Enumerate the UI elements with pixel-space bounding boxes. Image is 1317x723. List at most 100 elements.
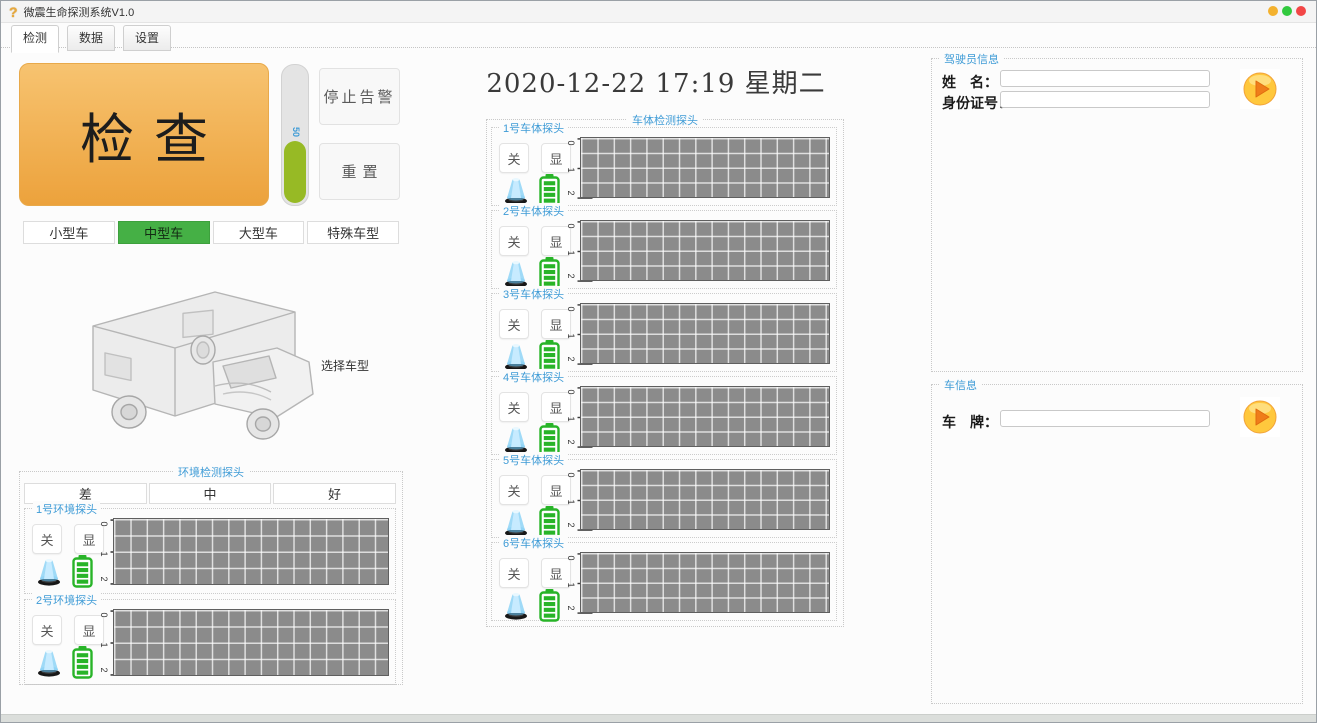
scale-tick-label: 2 <box>99 667 109 673</box>
probe-show-button[interactable]: 显 <box>541 226 571 256</box>
tab-data[interactable]: 数据 <box>67 25 116 51</box>
probe-panel: 1号环境探头 关 显 0 1 2 <box>24 501 396 594</box>
scale-tick-label: 2 <box>566 439 576 445</box>
signal-level-slider[interactable]: 50 <box>281 64 309 206</box>
scale-tick-label: 1 <box>566 167 576 173</box>
vehicle-type-medium-button[interactable]: 中型车 <box>117 221 210 244</box>
probe-show-button[interactable]: 显 <box>74 524 104 554</box>
battery-icon <box>539 257 560 290</box>
stop-alarm-button[interactable]: 停止告警 <box>319 68 400 125</box>
play-icon <box>1243 400 1277 434</box>
probe-off-button[interactable]: 关 <box>32 615 62 645</box>
scale-tick-label: 0 <box>566 555 576 561</box>
detector-cone-icon <box>505 261 527 288</box>
datetime-display: 2020-12-22 17:19 星期二 <box>486 69 826 99</box>
probe-label: 3号车体探头 <box>500 286 568 302</box>
probe-off-button[interactable]: 关 <box>499 143 529 173</box>
probe-off-button[interactable]: 关 <box>499 309 529 339</box>
waveform-grid <box>580 303 830 364</box>
minimize-dot-icon[interactable] <box>1268 6 1278 16</box>
plate-input[interactable] <box>1000 410 1210 427</box>
scale-tick-label: 0 <box>99 612 109 618</box>
scale-tick-label: 2 <box>566 356 576 362</box>
probe-show-button[interactable]: 显 <box>541 475 571 505</box>
scale-tick-label: 2 <box>566 190 576 196</box>
scale-tick-label: 0 <box>566 306 576 312</box>
probe-panel: 6号车体探头 关 显 0 1 2 <box>491 535 837 622</box>
battery-icon <box>539 423 560 456</box>
probe-label: 6号车体探头 <box>500 535 568 551</box>
vehicle-type-special-button[interactable]: 特殊车型 <box>307 221 399 244</box>
quality-good-button[interactable]: 好 <box>273 483 397 504</box>
driver-name-input[interactable] <box>1000 70 1210 87</box>
env-quality-row: 差 中 好 <box>24 483 397 504</box>
scale-tick-label: 2 <box>566 605 576 611</box>
probe-off-button[interactable]: 关 <box>499 475 529 505</box>
window-bottom-edge <box>1 714 1316 722</box>
vehicle-type-large-button[interactable]: 大型车 <box>212 221 305 244</box>
content-separator <box>1 47 1316 48</box>
waveform-grid <box>580 552 830 613</box>
probe-off-button[interactable]: 关 <box>499 226 529 256</box>
detector-cone-icon <box>505 427 527 454</box>
body-group-box: 车体检测探头 1号车体探头 关 显 0 1 2 2号车体探头 <box>486 112 844 627</box>
ambulance-wireframe-image <box>92 291 314 440</box>
probe-show-button[interactable]: 显 <box>74 615 104 645</box>
reset-button[interactable]: 重置 <box>319 143 400 200</box>
body-group-title: 车体检测探头 <box>627 112 703 128</box>
maximize-dot-icon[interactable] <box>1282 6 1292 16</box>
env-group-title: 环境检测探头 <box>173 464 249 480</box>
scale-tick-label: 1 <box>99 551 109 557</box>
close-dot-icon[interactable] <box>1296 6 1306 16</box>
vehicle-voice-play-button[interactable] <box>1240 397 1280 437</box>
title-bar: ? 微震生命探测系统V1.0 <box>1 1 1316 23</box>
quality-medium-button[interactable]: 中 <box>148 483 272 504</box>
detector-cone-icon <box>505 344 527 371</box>
driver-info-box: 驾驶员信息 姓 名： 身份证号： <box>931 51 1303 372</box>
detector-cone-icon <box>38 559 60 586</box>
check-button[interactable]: 检查 <box>19 63 269 206</box>
battery-icon <box>72 646 93 679</box>
driver-voice-play-button[interactable] <box>1240 69 1280 109</box>
battery-icon <box>539 174 560 207</box>
probe-show-button[interactable]: 显 <box>541 309 571 339</box>
driver-id-label: 身份证号： <box>942 95 1012 111</box>
scale-tick-label: 1 <box>566 582 576 588</box>
select-vehicle-hint: 选择车型 <box>321 359 370 373</box>
vehicle-type-row: 小型车 中型车 大型车 特殊车型 <box>23 221 399 244</box>
probe-panel: 2号环境探头 关 显 0 1 2 <box>24 592 396 685</box>
env-group-box: 环境检测探头 差 中 好 1号环境探头 关 显 0 1 <box>19 464 403 685</box>
signal-level-fill <box>284 141 306 203</box>
scale-tick-label: 0 <box>566 223 576 229</box>
probe-label: 2号环境探头 <box>33 592 101 608</box>
vehicle-info-box: 车信息 车 牌： <box>931 377 1303 704</box>
probe-off-button[interactable]: 关 <box>499 558 529 588</box>
tab-detect[interactable]: 检测 <box>11 25 60 53</box>
tab-settings[interactable]: 设置 <box>123 25 172 51</box>
probe-off-button[interactable]: 关 <box>499 392 529 422</box>
signal-level-value: 50 <box>291 126 302 138</box>
probe-show-button[interactable]: 显 <box>541 558 571 588</box>
waveform-grid <box>580 386 830 447</box>
scale-tick-label: 1 <box>566 416 576 422</box>
detector-cone-icon <box>505 510 527 537</box>
probe-show-button[interactable]: 显 <box>541 392 571 422</box>
waveform-grid <box>113 518 389 585</box>
body-probe-list: 1号车体探头 关 显 0 1 2 2号车体探头 关 显 <box>491 120 837 622</box>
detector-cone-icon <box>505 593 527 620</box>
vehicle-type-small-button[interactable]: 小型车 <box>23 221 115 244</box>
probe-panel: 3号车体探头 关 显 0 1 2 <box>491 286 837 373</box>
probe-label: 1号环境探头 <box>33 501 101 517</box>
driver-info-title: 驾驶员信息 <box>940 51 1003 67</box>
probe-label: 4号车体探头 <box>500 369 568 385</box>
app-logo-icon: ? <box>9 3 18 20</box>
scale-tick-label: 1 <box>99 642 109 648</box>
env-probe-list: 1号环境探头 关 显 0 1 2 2号环境探头 关 显 <box>24 501 396 685</box>
scale-tick-label: 0 <box>566 389 576 395</box>
vehicle-info-title: 车信息 <box>940 377 981 393</box>
probe-show-button[interactable]: 显 <box>541 143 571 173</box>
waveform-grid <box>580 469 830 530</box>
driver-id-input[interactable] <box>1000 91 1210 108</box>
driver-name-label: 姓 名： <box>942 74 998 90</box>
probe-off-button[interactable]: 关 <box>32 524 62 554</box>
